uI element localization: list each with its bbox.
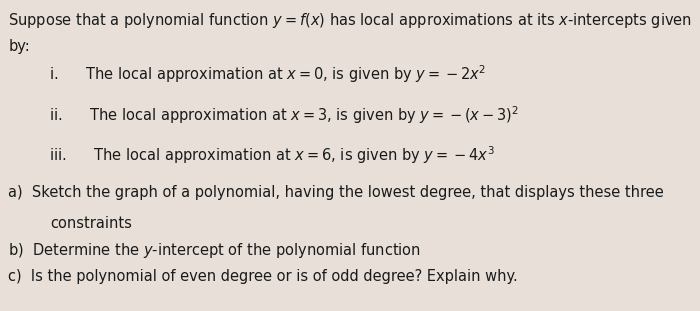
Text: ii.      The local approximation at $x = 3$, is given by $y = -(x - 3)^2$: ii. The local approximation at $x = 3$, …: [49, 104, 519, 126]
Text: i.      The local approximation at $x = 0$, is given by $y = -2x^2$: i. The local approximation at $x = 0$, i…: [49, 64, 486, 86]
Text: Suppose that a polynomial function $y = f(x)$ has local approximations at its $x: Suppose that a polynomial function $y = …: [8, 11, 692, 30]
Text: iii.      The local approximation at $x = 6$, is given by $y = -4x^3$: iii. The local approximation at $x = 6$,…: [49, 145, 495, 166]
Text: c)  Is the polynomial of even degree or is of odd degree? Explain why.: c) Is the polynomial of even degree or i…: [8, 269, 518, 284]
Text: constraints: constraints: [50, 216, 132, 231]
Text: a)  Sketch the graph of a polynomial, having the lowest degree, that displays th: a) Sketch the graph of a polynomial, hav…: [8, 185, 664, 200]
Text: b)  Determine the $y$-intercept of the polynomial function: b) Determine the $y$-intercept of the po…: [8, 241, 421, 260]
Text: by:: by:: [8, 39, 30, 54]
